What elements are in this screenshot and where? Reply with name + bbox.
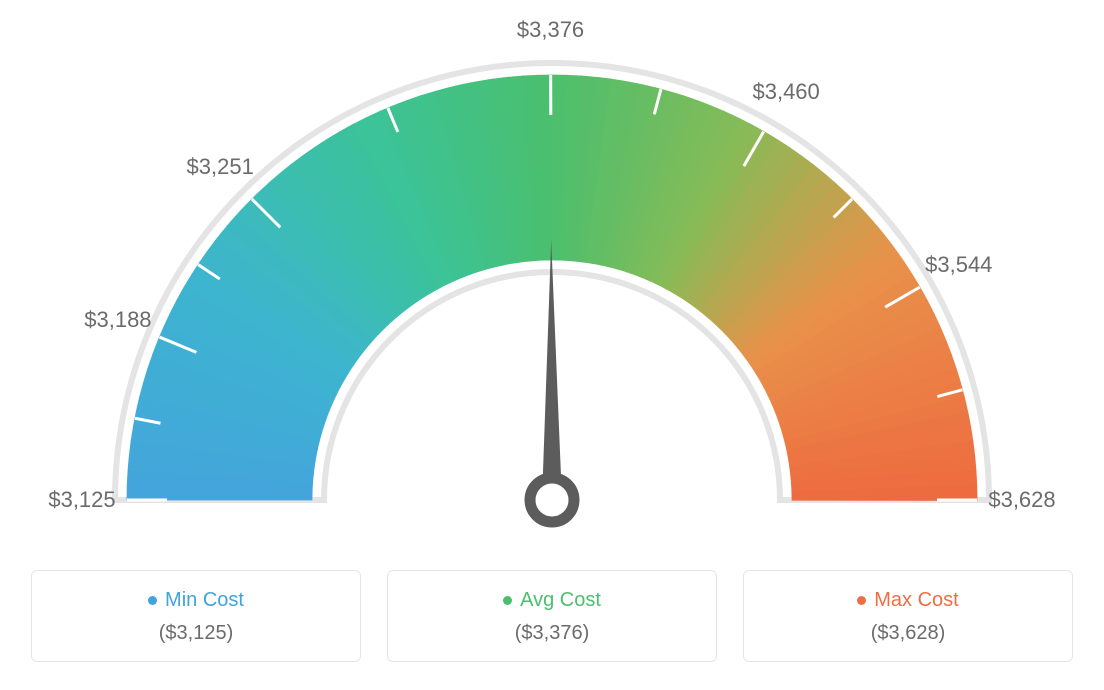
gauge-chart: $3,125 $3,188 $3,251 $3,376 $3,460 $3,544 $3,6…: [0, 0, 1104, 560]
gauge-tick-label: $3,251: [187, 154, 254, 180]
dot-icon: [857, 596, 866, 605]
gauge-tick-label: $3,544: [925, 252, 992, 278]
gauge-svg: [0, 0, 1104, 560]
legend-title-max: Max Cost: [857, 589, 958, 612]
legend-value-avg: ($3,376): [388, 622, 716, 645]
gauge-tick-label: $3,125: [48, 487, 115, 513]
legend-row: Min Cost ($3,125) Avg Cost ($3,376) Max …: [0, 570, 1104, 662]
dot-icon: [503, 596, 512, 605]
legend-card-min: Min Cost ($3,125): [31, 570, 361, 662]
legend-title-text: Max Cost: [874, 589, 958, 612]
dot-icon: [148, 596, 157, 605]
legend-value-max: ($3,628): [744, 622, 1072, 645]
gauge-tick-label: $3,460: [752, 79, 819, 105]
legend-card-avg: Avg Cost ($3,376): [387, 570, 717, 662]
legend-title-text: Min Cost: [165, 589, 244, 612]
gauge-tick-label: $3,376: [517, 17, 584, 43]
gauge-tick-label: $3,628: [988, 487, 1055, 513]
legend-title-avg: Avg Cost: [503, 589, 601, 612]
legend-card-max: Max Cost ($3,628): [743, 570, 1073, 662]
legend-title-text: Avg Cost: [520, 589, 601, 612]
gauge-tick-label: $3,188: [84, 307, 151, 333]
legend-title-min: Min Cost: [148, 589, 244, 612]
legend-value-min: ($3,125): [32, 622, 360, 645]
